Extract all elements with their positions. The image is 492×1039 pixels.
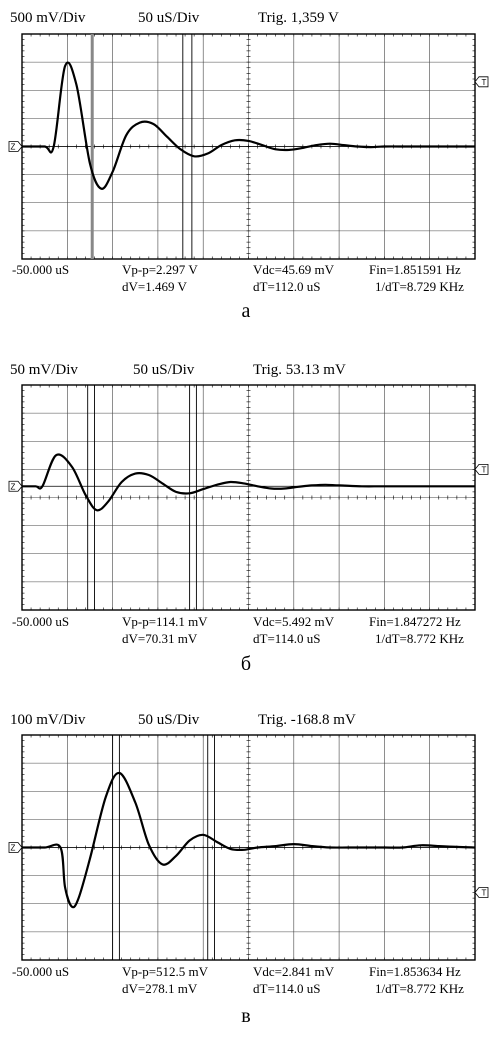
scope-display-a: ZT (8, 33, 489, 260)
time-offset: -50.000 uS (12, 262, 70, 277)
dv-readout: dV=70.31 mV (122, 631, 198, 646)
trigger-marker: T (474, 463, 489, 475)
waveform-trace (21, 61, 475, 190)
time-offset: -50.000 uS (12, 614, 70, 629)
trigger-marker-label: T (482, 889, 487, 898)
ground-marker: Z (8, 480, 23, 492)
axis-ticks (21, 384, 476, 611)
time-per-div: 50 uS/Div (133, 362, 195, 378)
trigger-marker: T (474, 76, 489, 88)
fin-readout: Fin=1.853634 Hz (369, 964, 461, 979)
trigger-marker: T (474, 887, 489, 898)
ground-marker-label: Z (11, 844, 16, 853)
vpp-readout: Vp-p=2.297 V (122, 262, 198, 277)
waveform-trace (21, 771, 476, 909)
panel-letter: б (240, 653, 252, 675)
inv-dt-readout: 1/dT=8.729 KHz (375, 279, 464, 294)
ground-marker-label: Z (11, 143, 16, 152)
trigger-marker-shape (474, 887, 489, 898)
trigger-marker-shape (474, 76, 489, 88)
ground-marker: Z (8, 842, 23, 853)
volts-per-div: 50 mV/Div (10, 362, 78, 378)
dt-readout: dT=112.0 uS (253, 279, 321, 294)
panel-letter: а (241, 300, 251, 322)
time-per-div: 50 uS/Div (138, 10, 200, 26)
inv-dt-readout: 1/dT=8.772 KHz (375, 981, 464, 996)
ground-marker-shape (8, 480, 23, 492)
waveform-trace (22, 453, 475, 512)
dt-readout: dT=114.0 uS (253, 981, 321, 996)
trigger-marker-label: T (482, 78, 487, 87)
trigger-level: Trig. -168.8 mV (258, 712, 356, 728)
ground-marker-shape (8, 842, 23, 853)
inv-dt-readout: 1/dT=8.772 KHz (375, 631, 464, 646)
scope-display-b: ZT (8, 384, 489, 611)
fin-readout: Fin=1.847272 Hz (369, 614, 461, 629)
time-per-div: 50 uS/Div (138, 712, 200, 728)
trigger-marker-shape (474, 463, 489, 475)
panel-letter: в (241, 1005, 251, 1027)
volts-per-div: 500 mV/Div (10, 10, 86, 26)
vpp-readout: Vp-p=114.1 mV (122, 614, 208, 629)
trigger-level: Trig. 53.13 mV (253, 362, 346, 378)
ground-marker-shape (8, 141, 23, 152)
dt-readout: dT=114.0 uS (253, 631, 321, 646)
time-offset: -50.000 uS (12, 964, 70, 979)
fin-readout: Fin=1.851591 Hz (369, 262, 461, 277)
ground-marker: Z (8, 141, 23, 152)
vdc-readout: Vdc=2.841 mV (253, 964, 334, 979)
vdc-readout: Vdc=45.69 mV (253, 262, 334, 277)
dv-readout: dV=1.469 V (122, 279, 187, 294)
trigger-level: Trig. 1,359 V (258, 10, 339, 26)
ground-marker-label: Z (11, 482, 16, 491)
trigger-marker-label: T (482, 465, 487, 474)
vdc-readout: Vdc=5.492 mV (253, 614, 334, 629)
volts-per-div: 100 mV/Div (10, 712, 86, 728)
dv-readout: dV=278.1 mV (122, 981, 198, 996)
vpp-readout: Vp-p=512.5 mV (122, 964, 209, 979)
